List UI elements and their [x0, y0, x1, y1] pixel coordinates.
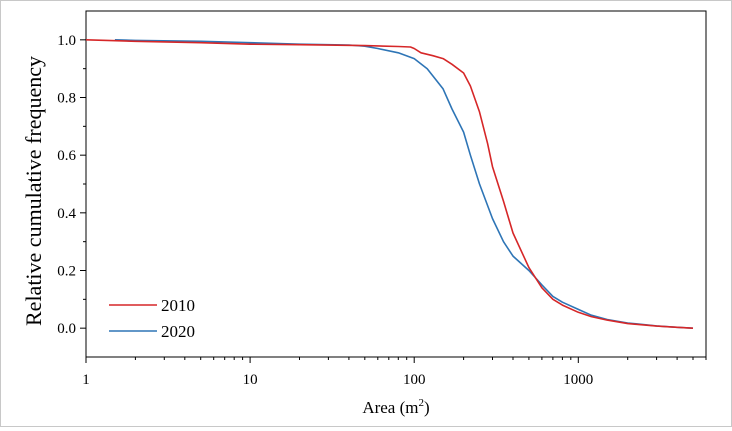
x-axis-title-close: ) — [424, 398, 430, 417]
x-tick-label: 10 — [243, 372, 258, 388]
x-tick-label: 100 — [403, 372, 426, 388]
y-tick-label: 0.8 — [57, 91, 76, 107]
y-tick-label: 0.2 — [57, 264, 76, 280]
y-axis-title: Relative cumulative frequency — [21, 56, 46, 326]
series-line-2020 — [114, 39, 694, 329]
legend-label-2020: 2020 — [161, 322, 195, 341]
series-layer — [85, 39, 694, 329]
y-tick-label: 0.0 — [57, 321, 76, 337]
axis-ticks: 1 10 100 1000 0.0 0.2 0.4 0.6 0.8 1.0 — [57, 33, 707, 388]
x-tick-label: 1 — [82, 372, 90, 388]
y-tick-label: 0.6 — [57, 148, 76, 164]
x-axis-title-main: Area (m — [362, 398, 418, 417]
x-axis-title: Area (m2) — [362, 397, 429, 417]
y-tick-label: 0.4 — [57, 206, 76, 222]
legend-label-2010: 2010 — [161, 296, 195, 315]
y-tick-label: 1.0 — [57, 33, 76, 49]
legend: 2010 2020 — [109, 296, 195, 341]
x-tick-label: 1000 — [563, 372, 593, 388]
series-line-2010 — [85, 39, 694, 329]
x-axis-title-superscript: 2 — [419, 397, 425, 409]
